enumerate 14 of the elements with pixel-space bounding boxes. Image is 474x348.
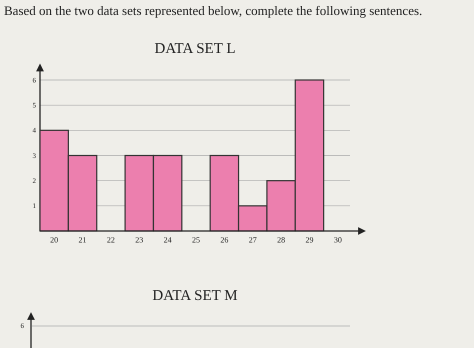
x-tick-label: 29 [305, 236, 314, 245]
x-tick-label: 26 [220, 236, 228, 245]
x-tick-label: 27 [248, 236, 257, 245]
x-tick-label: 21 [78, 236, 87, 245]
text: DATA SET M [152, 288, 238, 304]
chart-title: DATA SET L [154, 41, 236, 57]
x-tick-label: 28 [277, 236, 286, 245]
x-tick-label: 30 [334, 236, 342, 245]
x-tick-label: 23 [135, 236, 144, 245]
x-tick-label: 25 [192, 236, 200, 245]
x-tick-label: 22 [106, 236, 115, 245]
x-tick-label: 24 [164, 236, 172, 245]
text: Based on the two data sets represented below, complete the following sentences. [4, 3, 422, 18]
x-tick-label: 20 [50, 236, 58, 245]
